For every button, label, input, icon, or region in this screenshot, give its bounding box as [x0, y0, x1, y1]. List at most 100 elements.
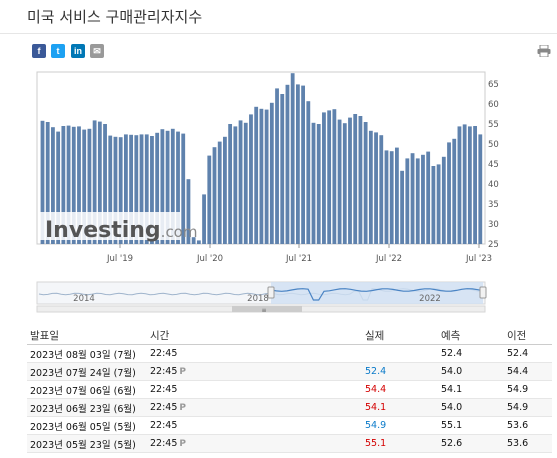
bar[interactable] — [301, 85, 305, 244]
bar[interactable] — [410, 153, 415, 244]
bar-chart[interactable]: Investing.com 25 30 35 40 45 50 55 60 65 Jul '19… — [32, 64, 552, 316]
bar[interactable] — [254, 106, 259, 244]
bar[interactable] — [264, 109, 269, 244]
bar[interactable] — [170, 128, 175, 244]
bar[interactable] — [45, 122, 50, 244]
bar[interactable] — [155, 132, 160, 244]
bar[interactable] — [358, 116, 363, 244]
bar[interactable] — [92, 120, 97, 244]
bar[interactable] — [473, 126, 477, 244]
bar[interactable] — [368, 130, 373, 244]
bar[interactable] — [311, 122, 316, 244]
bar[interactable] — [441, 156, 446, 244]
bar[interactable] — [363, 122, 368, 244]
bar[interactable] — [243, 122, 248, 244]
bar[interactable] — [436, 164, 441, 244]
bar[interactable] — [113, 136, 118, 244]
bar[interactable] — [431, 166, 436, 244]
bar[interactable] — [118, 137, 123, 244]
bar[interactable] — [353, 114, 358, 244]
printer-icon[interactable] — [537, 45, 551, 57]
bar[interactable] — [337, 119, 342, 244]
bar[interactable] — [160, 129, 165, 244]
bar[interactable] — [280, 94, 285, 244]
bar[interactable] — [421, 154, 425, 244]
bar[interactable] — [181, 133, 186, 244]
bar[interactable] — [342, 123, 347, 244]
bar[interactable] — [452, 138, 457, 244]
col-header-time[interactable]: 시간 — [147, 326, 362, 345]
bar[interactable] — [374, 132, 378, 244]
bar[interactable] — [165, 130, 170, 244]
bar[interactable] — [207, 155, 212, 244]
bar[interactable] — [462, 124, 467, 244]
navigator-scrollbar[interactable] — [232, 306, 302, 312]
bar[interactable] — [176, 131, 180, 244]
bar[interactable] — [123, 134, 128, 244]
navigator-handle[interactable] — [479, 286, 487, 299]
navigator-handle[interactable] — [267, 286, 275, 299]
bar[interactable] — [389, 151, 394, 244]
col-header-previous[interactable]: 이전 — [504, 326, 552, 345]
bar[interactable] — [249, 114, 253, 245]
bar[interactable] — [223, 136, 227, 244]
bar[interactable] — [259, 108, 264, 244]
bar[interactable] — [228, 124, 233, 244]
navigator-selection[interactable] — [271, 282, 483, 304]
bar[interactable] — [51, 127, 55, 244]
bar[interactable] — [134, 135, 139, 244]
preliminary-icon[interactable]: P — [179, 439, 186, 449]
col-header-date[interactable]: 발표일 — [27, 326, 147, 345]
bar[interactable] — [327, 110, 332, 245]
bar[interactable] — [478, 134, 483, 244]
bar[interactable] — [295, 84, 300, 245]
bar[interactable] — [275, 88, 279, 245]
bar[interactable] — [82, 129, 87, 244]
bar[interactable] — [103, 124, 107, 244]
bar[interactable] — [40, 120, 45, 244]
bar[interactable] — [457, 126, 462, 244]
bar[interactable] — [97, 121, 102, 244]
bar[interactable] — [405, 158, 410, 244]
bar[interactable] — [384, 150, 389, 244]
bar[interactable] — [71, 126, 76, 244]
bar[interactable] — [233, 126, 238, 244]
range-navigator[interactable]: 2014 2018 2022 ≡ — [36, 281, 487, 314]
col-header-actual[interactable]: 실제 — [362, 326, 438, 345]
bar[interactable] — [348, 117, 352, 244]
bar[interactable] — [196, 240, 201, 244]
bar[interactable] — [290, 73, 295, 244]
bar[interactable] — [144, 134, 149, 244]
bar[interactable] — [400, 170, 405, 244]
preliminary-icon[interactable]: P — [179, 403, 186, 413]
twitter-share-button[interactable]: t — [51, 44, 65, 58]
bar[interactable] — [415, 158, 420, 244]
linkedin-share-button[interactable]: in — [71, 44, 85, 58]
bar[interactable] — [322, 112, 326, 245]
bar[interactable] — [202, 194, 206, 244]
bar[interactable] — [467, 126, 472, 244]
bar[interactable] — [217, 141, 222, 244]
bar[interactable] — [269, 102, 274, 244]
bar[interactable] — [379, 135, 384, 244]
bar[interactable] — [191, 237, 196, 244]
bar[interactable] — [316, 124, 321, 244]
bar[interactable] — [56, 131, 61, 244]
facebook-share-button[interactable]: f — [32, 44, 46, 58]
bar[interactable] — [61, 126, 66, 244]
bar[interactable] — [395, 147, 399, 244]
bar[interactable] — [426, 151, 431, 244]
bar[interactable] — [66, 125, 71, 244]
bar[interactable] — [306, 101, 311, 244]
bar[interactable] — [129, 134, 134, 244]
col-header-forecast[interactable]: 예측 — [438, 326, 504, 345]
bar[interactable] — [238, 120, 243, 244]
bar[interactable] — [139, 134, 144, 244]
bar[interactable] — [285, 84, 290, 244]
bar[interactable] — [186, 179, 191, 244]
bar[interactable] — [212, 147, 217, 244]
bar[interactable] — [150, 136, 154, 244]
preliminary-icon[interactable]: P — [179, 367, 186, 377]
email-share-button[interactable]: ✉ — [90, 44, 104, 58]
bar[interactable] — [108, 135, 113, 244]
